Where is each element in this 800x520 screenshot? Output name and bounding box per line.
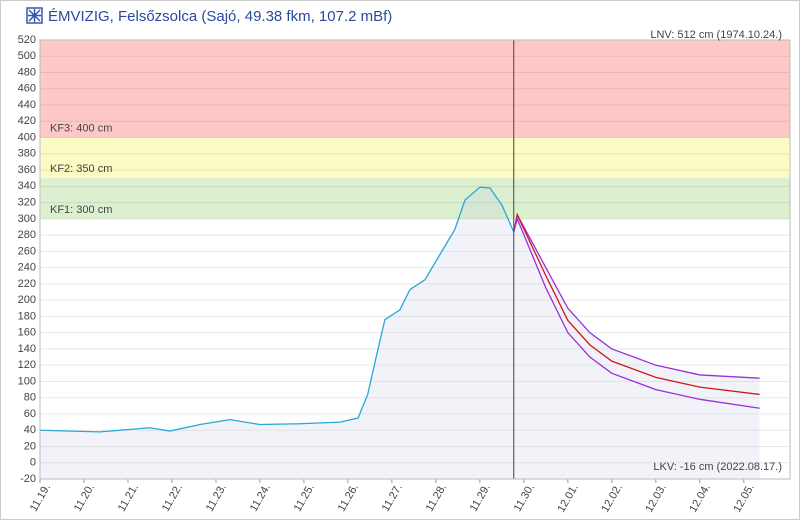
- x-tick-label: 11.23.: [204, 482, 229, 514]
- x-tick-label: 11.19.: [28, 482, 53, 514]
- chart-title: ÉMVIZIG, Felsőzsolca (Sajó, 49.38 fkm, 1…: [48, 8, 392, 25]
- y-tick-label: 360: [18, 164, 36, 176]
- y-tick-label: 80: [24, 392, 36, 404]
- logo: [26, 7, 43, 24]
- zone-label: KF3: 400 cm: [50, 122, 112, 134]
- zone-label: KF2: 350 cm: [50, 163, 112, 175]
- x-tick-label: 11.29.: [468, 482, 493, 514]
- x-tick-label: 11.24.: [248, 482, 273, 514]
- area-fill: [40, 187, 514, 479]
- x-tick-label: 12.05.: [731, 482, 757, 514]
- y-tick-label: 280: [18, 229, 36, 241]
- y-tick-label: 320: [18, 196, 36, 208]
- x-tick-label: 12.03.: [643, 482, 669, 514]
- y-tick-label: 440: [18, 99, 36, 111]
- zone-label: KF1: 300 cm: [50, 204, 112, 216]
- x-tick-label: 11.21.: [116, 482, 141, 514]
- y-tick-label: 260: [18, 245, 36, 257]
- y-tick-label: 380: [18, 148, 36, 160]
- y-tick-label: 180: [18, 310, 36, 322]
- series-line: [39, 186, 515, 433]
- x-tick-label: 11.27.: [380, 482, 405, 514]
- y-tick-label: 0: [30, 457, 36, 469]
- y-tick-label: 400: [18, 131, 36, 143]
- y-tick-label: 140: [18, 343, 36, 355]
- top-right-label: LNV: 512 cm (1974.10.24.): [650, 29, 782, 41]
- y-tick-label: 340: [18, 180, 36, 192]
- zone: [40, 178, 790, 219]
- y-tick-label: 120: [18, 359, 36, 371]
- y-tick-label: 460: [18, 83, 36, 95]
- y-tick-label: 160: [18, 327, 36, 339]
- y-tick-label: 60: [24, 408, 36, 420]
- x-tick-label: 12.04.: [687, 482, 713, 514]
- y-tick-label: 220: [18, 278, 36, 290]
- x-tick-label: 12.02.: [599, 482, 625, 514]
- y-tick-label: 240: [18, 262, 36, 274]
- y-tick-label: 420: [18, 115, 36, 127]
- y-tick-label: 40: [24, 424, 36, 436]
- y-tick-label: 200: [18, 294, 36, 306]
- y-tick-label: 300: [18, 213, 36, 225]
- y-tick-label: 520: [18, 34, 36, 46]
- y-tick-label: 100: [18, 375, 36, 387]
- area-fill: [513, 214, 760, 479]
- x-tick-label: 11.28.: [424, 482, 449, 514]
- x-tick-label: 11.25.: [292, 482, 317, 514]
- series-line: [513, 216, 760, 409]
- y-tick-label: 20: [24, 440, 36, 452]
- zone: [40, 137, 790, 179]
- x-tick-label: 11.22.: [160, 482, 185, 514]
- plot-border: [39, 39, 791, 480]
- x-tick-label: 11.26.: [336, 482, 361, 514]
- x-tick-label: 12.01.: [555, 482, 581, 514]
- x-tick-label: 11.30.: [512, 482, 537, 514]
- x-tick-label: 11.20.: [72, 482, 97, 514]
- series-line: [513, 212, 760, 396]
- y-tick-label: 500: [18, 50, 36, 62]
- zone: [40, 40, 790, 138]
- bottom-right-label: LKV: -16 cm (2022.08.17.): [653, 461, 782, 473]
- y-tick-label: 480: [18, 66, 36, 78]
- series-line: [513, 212, 760, 379]
- y-tick-label: -20: [20, 473, 36, 485]
